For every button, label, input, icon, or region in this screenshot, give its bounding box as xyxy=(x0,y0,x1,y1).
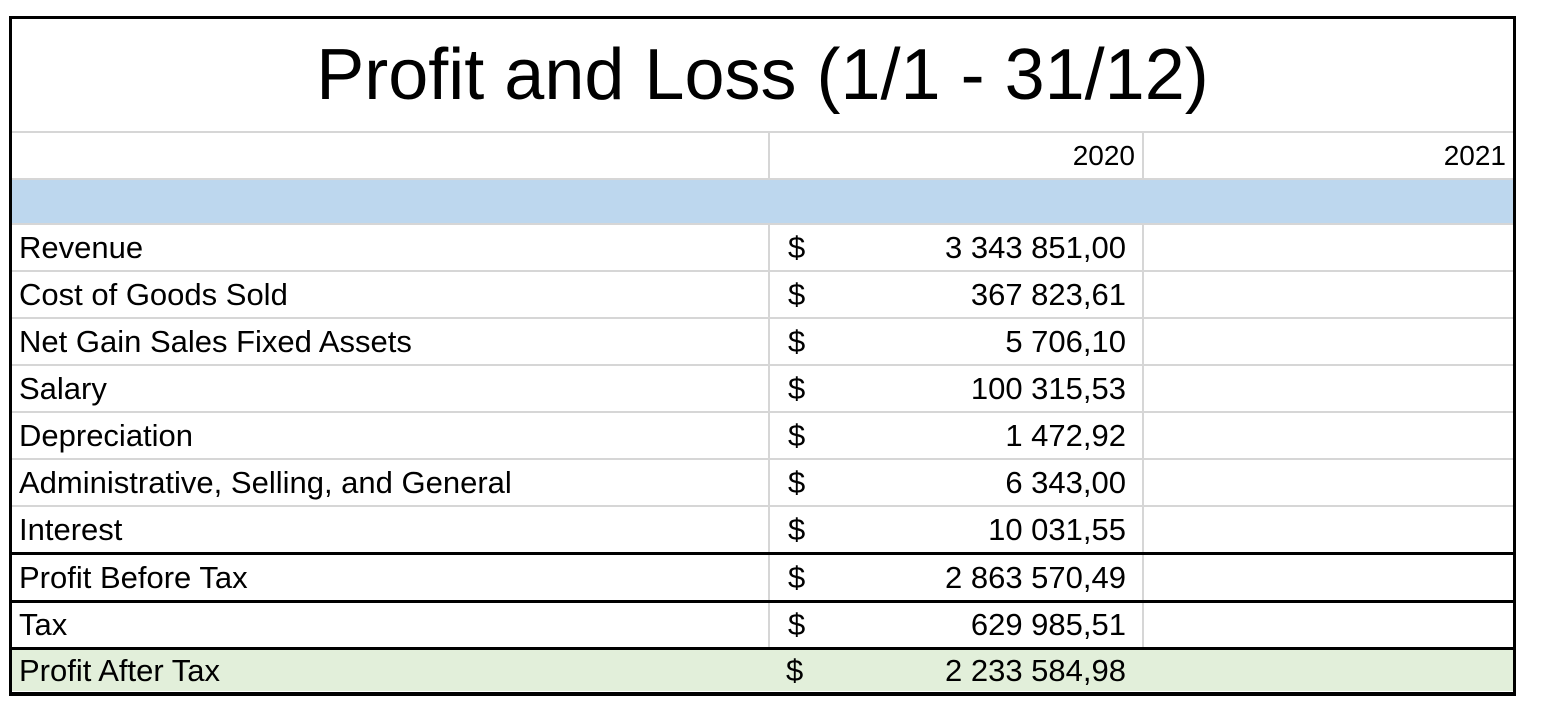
header-year-2020: 2020 xyxy=(768,133,1142,178)
currency-symbol: $ xyxy=(788,417,806,453)
value-2021-cell xyxy=(1142,225,1513,270)
value-2020: 3 343 851,00 xyxy=(944,229,1126,265)
table-row-interest: Interest $ 10 031,55 xyxy=(12,505,1513,552)
report-title: Profit and Loss (1/1 - 31/12) xyxy=(316,35,1209,115)
row-label: Administrative, Selling, and General xyxy=(19,464,512,500)
value-2020-cell: $ 6 343,00 xyxy=(768,460,1142,505)
value-2020: 6 343,00 xyxy=(1005,464,1126,500)
row-label: Profit After Tax xyxy=(19,652,221,688)
header-label-cell xyxy=(12,133,768,178)
value-2020-cell: $ 100 315,53 xyxy=(768,366,1142,411)
table-row-depreciation: Depreciation $ 1 472,92 xyxy=(12,411,1513,458)
currency-symbol: $ xyxy=(788,323,806,359)
row-label: Profit Before Tax xyxy=(19,559,248,595)
row-label: Tax xyxy=(19,607,68,642)
table-row-admin-selling-general: Administrative, Selling, and General $ 6… xyxy=(12,458,1513,505)
value-2020: 10 031,55 xyxy=(988,511,1126,547)
row-label: Cost of Goods Sold xyxy=(19,276,288,312)
row-label: Net Gain Sales Fixed Assets xyxy=(19,323,412,359)
value-2020: 2 233 584,98 xyxy=(944,652,1126,688)
table-row-profit-before-tax: Profit Before Tax $ 2 863 570,49 xyxy=(12,552,1513,600)
value-2021-cell xyxy=(1142,460,1513,505)
value-2021-cell xyxy=(1142,650,1513,691)
table-row-profit-after-tax: Profit After Tax $ 2 233 584,98 xyxy=(12,647,1513,691)
profit-and-loss-table: Profit and Loss (1/1 - 31/12) 2020 2021 … xyxy=(9,16,1516,696)
value-2021-cell xyxy=(1142,319,1513,364)
value-2020: 100 315,53 xyxy=(970,370,1126,406)
value-2021-cell xyxy=(1142,366,1513,411)
value-2021-cell xyxy=(1142,413,1513,458)
value-2021-cell xyxy=(1142,507,1513,552)
currency-symbol: $ xyxy=(788,607,806,642)
currency-symbol: $ xyxy=(788,229,806,265)
value-2020-cell: $ 5 706,10 xyxy=(768,319,1142,364)
value-2020-cell: $ 1 472,92 xyxy=(768,413,1142,458)
value-2020: 2 863 570,49 xyxy=(944,559,1126,595)
value-2020-cell: $ 367 823,61 xyxy=(768,272,1142,317)
currency-symbol: $ xyxy=(788,276,806,312)
row-label: Depreciation xyxy=(19,417,194,453)
header-year-2021: 2021 xyxy=(1142,133,1513,178)
value-2020: 1 472,92 xyxy=(1005,417,1126,453)
value-2020-cell: $ 2 233 584,98 xyxy=(768,650,1142,691)
currency-symbol: $ xyxy=(788,370,806,406)
table-row-net-gain: Net Gain Sales Fixed Assets $ 5 706,10 xyxy=(12,317,1513,364)
value-2020: 5 706,10 xyxy=(1005,323,1126,359)
value-2020-cell: $ 3 343 851,00 xyxy=(768,225,1142,270)
row-label: Interest xyxy=(19,511,123,547)
row-label: Salary xyxy=(19,370,107,406)
currency-symbol: $ xyxy=(788,511,806,547)
highlight-spacer-row xyxy=(12,178,1513,223)
currency-symbol: $ xyxy=(788,559,806,595)
value-2021-cell xyxy=(1142,272,1513,317)
value-2020-cell: $ 2 863 570,49 xyxy=(768,555,1142,600)
table-row-salary: Salary $ 100 315,53 xyxy=(12,364,1513,411)
column-header-row: 2020 2021 xyxy=(12,131,1513,178)
value-2020: 367 823,61 xyxy=(970,276,1126,312)
table-row-tax: Tax $ 629 985,51 xyxy=(12,600,1513,647)
table-row-cogs: Cost of Goods Sold $ 367 823,61 xyxy=(12,270,1513,317)
currency-symbol: $ xyxy=(786,652,804,688)
currency-symbol: $ xyxy=(788,464,806,500)
value-2021-cell xyxy=(1142,555,1513,600)
value-2020-cell: $ 10 031,55 xyxy=(768,507,1142,552)
table-row-revenue: Revenue $ 3 343 851,00 xyxy=(12,223,1513,270)
value-2020: 629 985,51 xyxy=(970,607,1126,642)
value-2020-cell: $ 629 985,51 xyxy=(768,603,1142,647)
value-2021-cell xyxy=(1142,603,1513,647)
row-label: Revenue xyxy=(19,229,144,265)
